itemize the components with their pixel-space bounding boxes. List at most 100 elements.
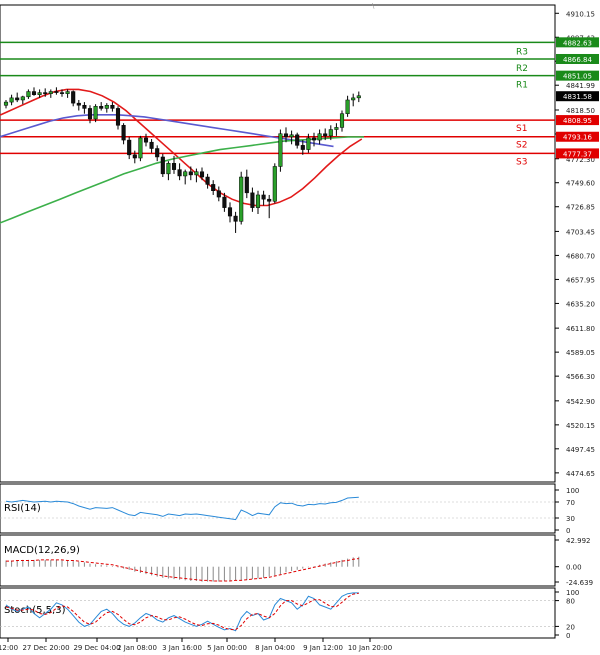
level-value-r3: 4882.63	[563, 39, 592, 47]
candle-bear	[244, 176, 249, 194]
candle-bear	[99, 106, 104, 109]
y-tick-label: 4589.05	[566, 349, 595, 357]
candle-bull	[255, 194, 261, 208]
candle-bear	[250, 192, 255, 208]
macd-pane: MACD(12,26,9) 42.992 0.00 -24.639	[4, 537, 593, 587]
level-value-s1: 4808.95	[563, 117, 592, 125]
y-tick-label: 4772.30	[566, 156, 595, 164]
y-tick-label: 20	[566, 623, 575, 631]
y-tick-label: 4818.50	[566, 107, 595, 115]
x-tick-label: 8 Jan 04:00	[255, 644, 295, 652]
candle-bull	[138, 137, 143, 159]
candle-bear	[188, 171, 193, 176]
candle-bear	[171, 163, 177, 170]
candle-bear	[82, 105, 87, 109]
rsi-pane: RSI(14) 100 70 30 0	[0, 487, 579, 535]
y-tick-label: 4635.20	[566, 300, 595, 308]
candle-bear	[87, 108, 93, 120]
y-tick-label: 30	[566, 515, 575, 523]
level-value-s3: 4777.37	[563, 150, 592, 158]
candle-bull	[26, 91, 31, 98]
candle-bull	[339, 113, 345, 128]
macd-pane-frame	[0, 534, 556, 587]
candle-bear	[143, 137, 149, 143]
candle-bear	[127, 139, 132, 156]
x-tick-label: 9 Jan 12:00	[303, 644, 343, 652]
level-tag-bg	[556, 131, 599, 142]
candle-bull	[351, 97, 356, 101]
candle-bull	[48, 91, 53, 94]
stoch-signal-line	[5, 592, 359, 631]
candle-bear	[110, 105, 115, 109]
level-tag-bg	[556, 37, 599, 48]
candle-bull	[20, 96, 25, 101]
candle-bull	[289, 134, 294, 138]
stoch-title: Stoch(5,5,3)	[4, 605, 66, 616]
x-tick-label: 2 Jan 08:00	[117, 644, 157, 652]
y-tick-label: 4910.15	[566, 10, 595, 18]
y-tick-label: 80	[566, 598, 575, 606]
stoch-main-line	[5, 592, 359, 632]
candle-bull	[306, 137, 311, 150]
ma-line-1	[0, 114, 334, 148]
current-price-value: 4831.58	[563, 93, 592, 101]
y-tick-label: 100	[566, 589, 579, 597]
candle-bear	[15, 97, 20, 101]
candle-bull	[278, 133, 283, 167]
y-tick-label: 4497.45	[566, 446, 595, 454]
main-pane-frame	[0, 4, 556, 483]
candle-bear	[233, 215, 238, 222]
candle-bear	[149, 141, 154, 149]
moving-average-lines	[0, 88, 364, 224]
level-tag-bg	[556, 148, 599, 159]
x-tick-label: 27 Dec 20:00	[22, 644, 69, 652]
candle-bear	[71, 91, 76, 104]
y-tick-label: 0	[566, 527, 570, 535]
candle-bull	[345, 99, 350, 114]
x-tick-label: 3 Jan 16:00	[162, 644, 202, 652]
candle-bull	[65, 91, 70, 94]
y-tick-label: 0	[566, 632, 570, 640]
candlestick-series	[3, 87, 361, 233]
level-name-s2: S2	[516, 141, 527, 151]
y-tick-label: 4520.15	[566, 422, 595, 430]
candle-bear	[43, 92, 48, 94]
candle-bear	[267, 198, 272, 202]
rsi-line	[5, 496, 359, 521]
y-tick-label: 0.00	[566, 564, 582, 572]
pivot-levels: 4882.63 R3 4866.84 R2 4851.05 R1 4808.95 S1 4793…	[0, 37, 599, 167]
ma-line-2	[0, 136, 364, 224]
candle-bull	[194, 171, 199, 176]
y-tick-label: 4474.65	[566, 470, 595, 478]
level-name-r2: R2	[516, 64, 528, 74]
candle-bull	[334, 127, 339, 130]
candle-bull	[183, 171, 188, 177]
macd-title: MACD(12,26,9)	[4, 545, 80, 556]
stoch-pane-frame	[0, 587, 556, 639]
candle-bull	[272, 166, 277, 202]
candle-bear	[115, 108, 121, 126]
scroll-marker: \	[372, 2, 375, 10]
candle-bear	[311, 137, 317, 141]
candle-bull	[93, 106, 98, 120]
candle-bear	[216, 190, 221, 198]
candle-bear	[283, 133, 289, 138]
candle-bear	[300, 145, 305, 150]
current-price-bg	[556, 91, 599, 102]
y-tick-label: 4749.60	[566, 180, 595, 188]
candle-bear	[199, 171, 205, 178]
x-tick-label: 29 Dec 04:00	[73, 644, 120, 652]
x-tick-label: 12:00	[0, 644, 18, 652]
y-tick-label: 4566.30	[566, 373, 595, 381]
candle-bull	[239, 176, 244, 222]
candle-bear	[205, 176, 210, 185]
candle-bear	[59, 92, 65, 94]
y-tick-label: 4841.99	[566, 82, 595, 90]
level-value-r1: 4851.05	[563, 73, 592, 81]
x-tick-label: 10 Jan 20:00	[348, 644, 392, 652]
rsi-title: RSI(14)	[4, 503, 41, 514]
y-tick-label: 100	[566, 487, 579, 495]
y-tick-label: -24.639	[566, 579, 593, 587]
rsi-pane-frame	[0, 483, 556, 534]
